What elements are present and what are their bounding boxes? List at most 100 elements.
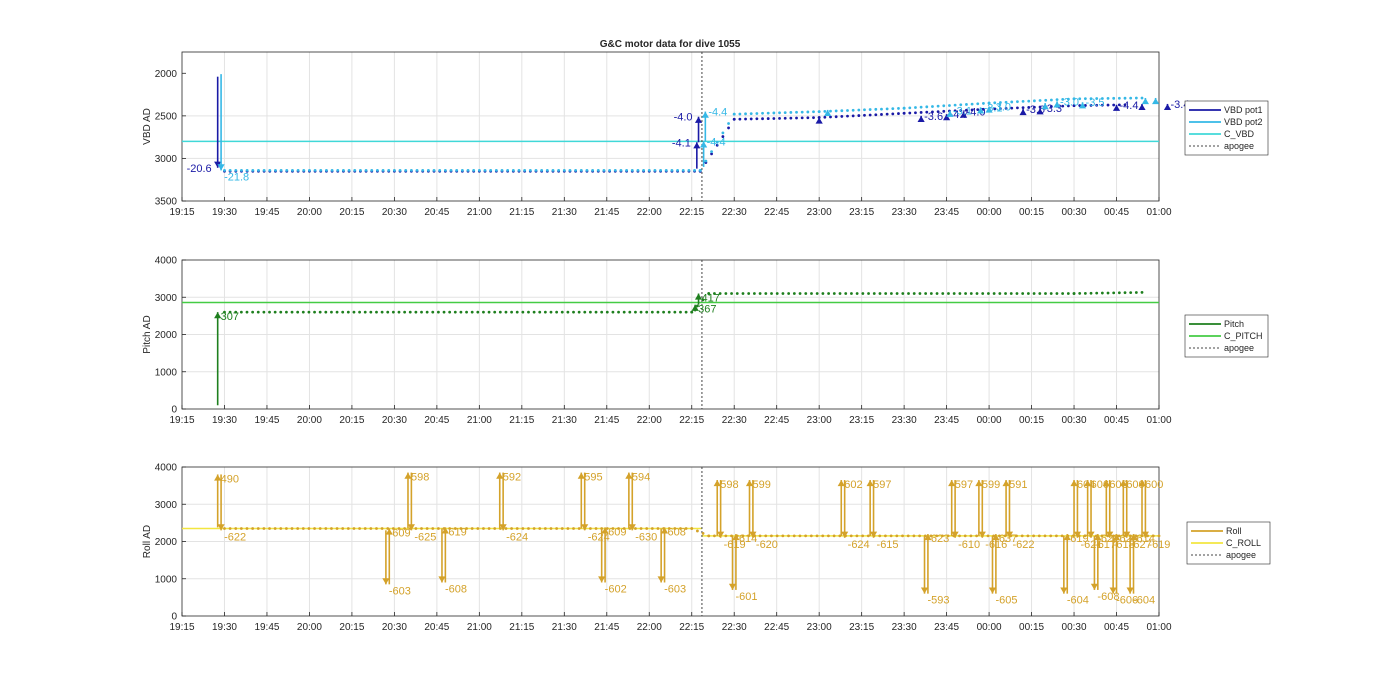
series-point [993,107,997,111]
series-point [359,168,362,172]
series-point [998,292,1002,295]
series-point [987,292,990,295]
series-point [874,113,878,117]
series-point [579,168,583,172]
series-point [755,117,759,121]
series-point [738,117,742,121]
series-point [798,292,802,295]
series-point [897,112,900,115]
x-tick-label: 22:30 [722,207,747,218]
series-point [730,292,733,295]
series-point [352,527,356,530]
series-point [840,115,844,118]
move-label: -622 [1012,539,1034,551]
series-point [341,310,345,314]
move-label: -618 [1113,539,1135,551]
series-point [679,527,682,530]
series-point [645,310,649,314]
series-point [840,109,844,113]
series-point [1044,292,1047,295]
y-axis-label: Pitch AD [142,315,153,353]
move-label: 598 [411,472,429,484]
move-arrowhead [693,142,701,149]
series-point [476,527,480,530]
series-point [532,527,536,530]
series-point [721,135,725,138]
series-point [1038,292,1042,295]
move-arrowhead [1112,104,1121,111]
series-point [775,292,779,295]
series-point [465,527,468,530]
series-point [330,527,333,530]
y-tick-label: 0 [171,612,177,623]
move-arrowhead [841,531,849,538]
x-tick-label: 20:15 [339,622,364,633]
series-point [353,168,357,172]
series-point [795,110,798,114]
move-arrowhead [217,524,225,531]
series-point [551,168,555,172]
series-point [494,168,498,172]
series-point [735,292,739,295]
move-label: 417 [702,293,720,305]
move-arrowhead [1094,534,1102,541]
series-point [572,527,575,530]
move-arrowhead [948,480,956,487]
series-point [352,310,356,314]
series-point [1123,96,1127,100]
series-point [1083,534,1087,538]
series-point [256,310,260,314]
series-point [639,310,643,314]
series-point [942,109,946,113]
move-arrowhead [946,110,954,117]
series-point [889,534,893,538]
x-tick-label: 22:45 [764,207,789,218]
series-point [1100,534,1104,538]
series-point [965,103,968,106]
series-point [872,292,876,295]
series-point [804,534,808,538]
series-point [437,527,440,530]
series-point [1004,100,1008,104]
series-point [775,534,779,538]
move-arrowhead [496,472,504,479]
series-point [443,168,447,172]
series-point [386,527,390,530]
series-point [724,534,728,538]
series-point [449,168,453,172]
series-point [1117,96,1121,100]
series-point [1021,106,1025,110]
series-point [948,104,951,107]
series-point [318,527,322,530]
series-point [838,292,842,295]
series-point [245,168,249,172]
y-tick-label: 1000 [155,574,178,585]
series-point [498,310,502,314]
series-point [228,168,232,172]
series-point [279,168,283,172]
series-point [493,310,497,314]
move-arrowhead [217,164,225,171]
move-arrowhead [441,527,449,534]
series-point [268,310,271,314]
move-arrowhead [728,583,737,590]
move-arrowhead [382,578,390,585]
x-tick-label: 00:30 [1062,207,1087,218]
series-point [981,292,985,295]
series-point [622,527,626,530]
series-point [650,310,654,314]
series-point [1010,106,1014,110]
series-point [970,108,974,112]
series-point [787,292,791,295]
series-point [432,168,436,172]
x-tick-label: 20:00 [297,622,322,633]
series-point [963,534,967,538]
series-point [403,310,407,314]
series-point [998,534,1001,538]
series-point [453,527,457,530]
series-point [251,527,255,530]
series-point [262,527,266,530]
series-point [1044,98,1048,102]
series-point [999,107,1002,110]
series-point [727,122,730,125]
